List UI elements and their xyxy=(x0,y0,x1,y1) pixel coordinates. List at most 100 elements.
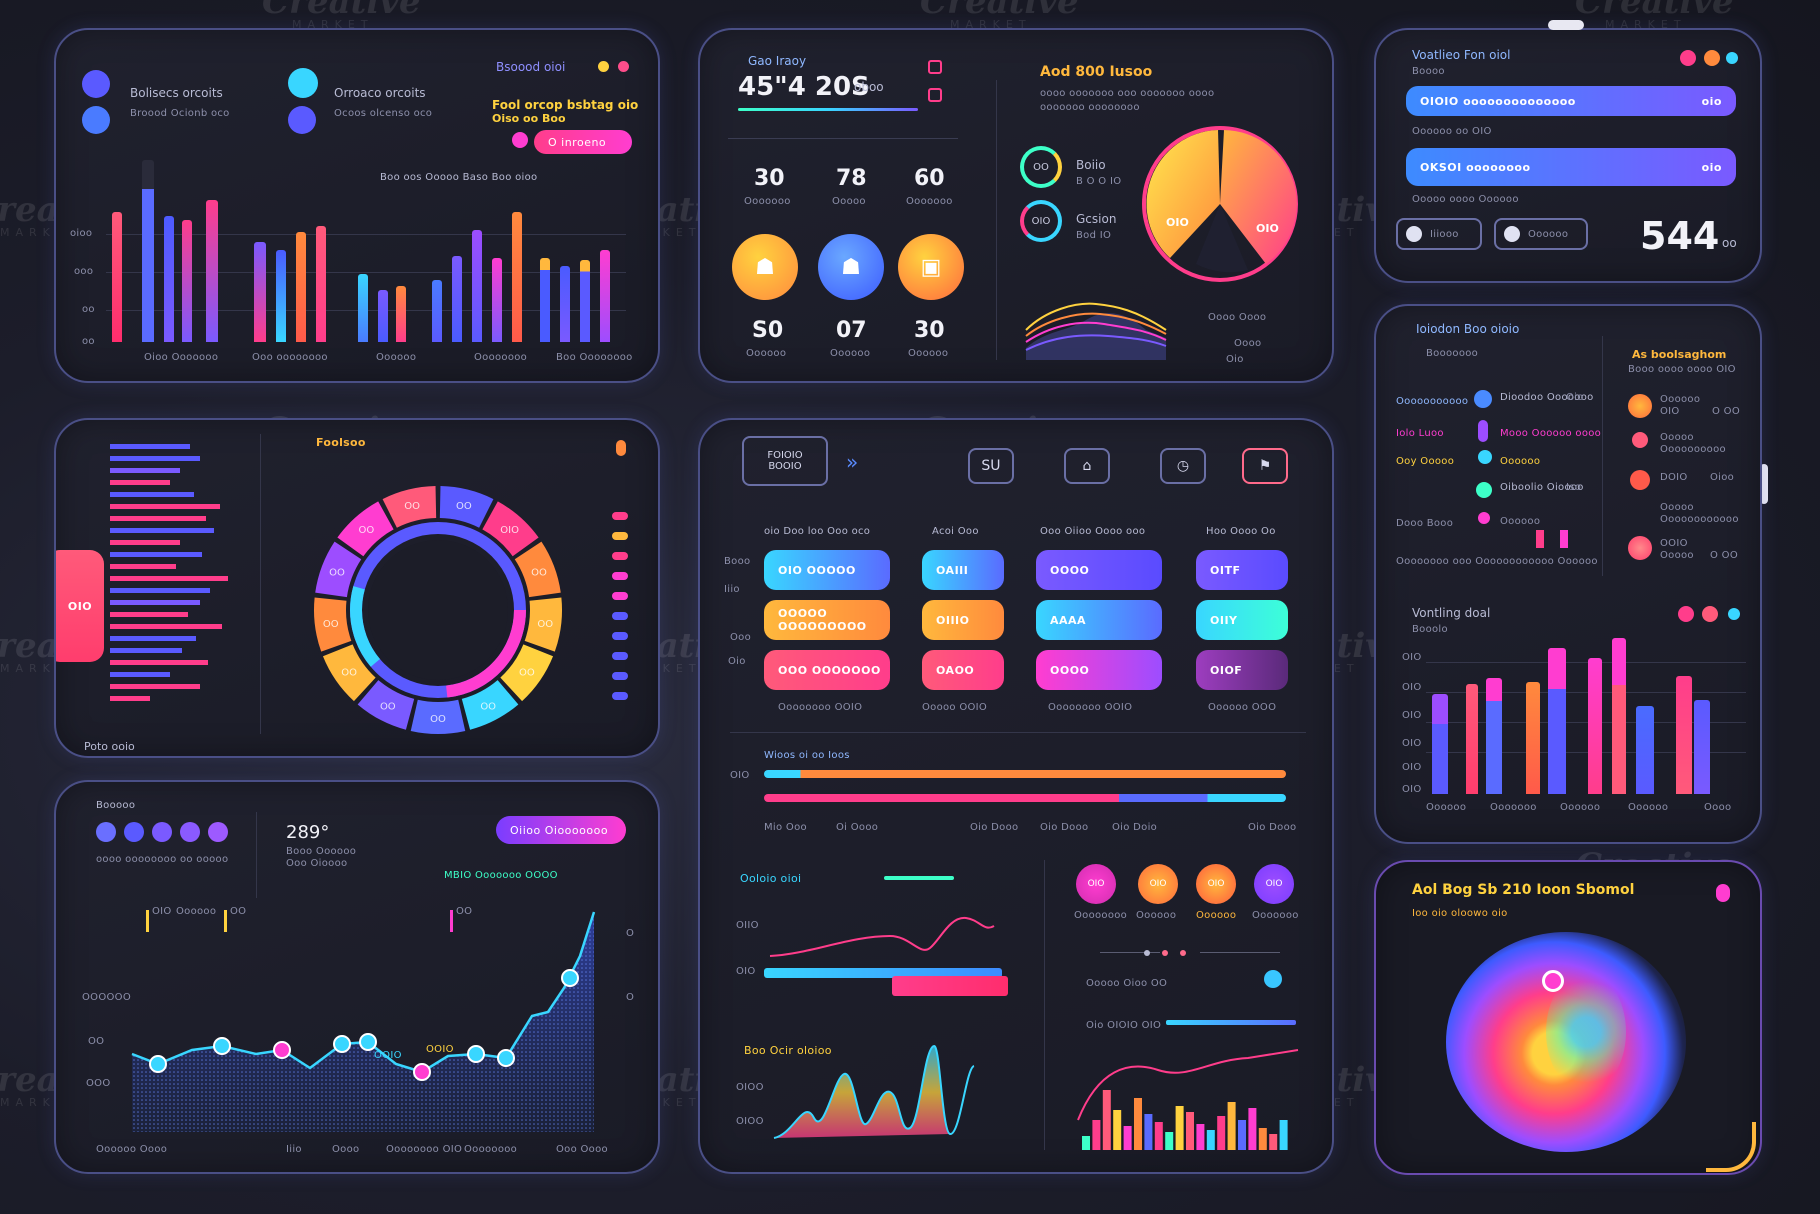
action-button[interactable]: OITF xyxy=(1196,550,1288,590)
axis-label: OIIO xyxy=(736,920,759,931)
avatar xyxy=(82,106,110,134)
scroll-handle[interactable] xyxy=(1548,20,1584,30)
progress-bar[interactable]: OKSOI oooooooo oio xyxy=(1406,148,1736,186)
area-chart-point[interactable] xyxy=(561,969,579,987)
bookmark-icon[interactable] xyxy=(928,60,942,74)
chart-legend: MBIO Ooooooo OOOO xyxy=(444,870,558,881)
action-button[interactable]: OIO OOOOO xyxy=(764,550,890,590)
category-label: Oooooooo xyxy=(1074,910,1128,921)
user-icon[interactable]: ☗ xyxy=(818,234,884,300)
col-header: Hoo Oooo Oo xyxy=(1206,526,1276,537)
action-button[interactable]: OIIY xyxy=(1196,600,1288,640)
user-icon[interactable]: ☗ xyxy=(732,234,798,300)
y-label: ooo xyxy=(74,266,94,277)
category-button[interactable]: OIO xyxy=(1138,864,1178,904)
area-chart-point[interactable] xyxy=(273,1041,291,1059)
progress-bar[interactable]: OIOIO oooooooooooooo oio xyxy=(1406,86,1736,116)
axis-label: OIO xyxy=(736,966,756,977)
area-chart-point[interactable] xyxy=(149,1055,167,1073)
area-chart-point[interactable] xyxy=(413,1063,431,1081)
section-title: Aod 800 Iusoo xyxy=(1040,64,1153,80)
donut-segment-label: OO xyxy=(404,501,420,512)
stat-value: 07 xyxy=(836,318,867,343)
y-label: OIO xyxy=(1402,710,1422,721)
list-item: Ocoos olcenso oco xyxy=(334,108,433,119)
category-button[interactable]: OIO xyxy=(1196,864,1236,904)
promo-title: Fool orcop bsbtag oio xyxy=(492,98,639,112)
category-button[interactable]: OIO xyxy=(1254,864,1294,904)
action-button[interactable]: OOOOO OOOOOOOOO xyxy=(764,600,890,640)
home-icon[interactable]: ⌂ xyxy=(1064,448,1110,484)
donut-segment xyxy=(500,644,554,702)
chart-bar xyxy=(432,280,442,342)
page-dot[interactable] xyxy=(1180,950,1186,956)
filter-button[interactable]: Oiioo Oiooooooo xyxy=(496,816,626,844)
stat-label: Ooooooo xyxy=(906,196,953,207)
filter-dot[interactable] xyxy=(180,822,200,842)
filter-dot[interactable] xyxy=(124,822,144,842)
filter-dot[interactable] xyxy=(96,822,116,842)
area-chart-point[interactable] xyxy=(359,1033,377,1051)
action-button[interactable]: OIOF xyxy=(1196,650,1288,690)
settings-button[interactable]: Oooooo xyxy=(1494,218,1588,250)
y-label: OIO xyxy=(1402,762,1422,773)
status-dot xyxy=(618,61,629,72)
x-label: Oooooooo OIO xyxy=(386,1144,463,1155)
category-button[interactable]: OIO xyxy=(1076,864,1116,904)
chart-subtitle: Boo oos Ooooo Baso Boo oioo xyxy=(380,172,538,183)
nav-logo-box[interactable]: FOIOIO BOOIO xyxy=(742,436,828,486)
list-text: O OO xyxy=(1712,406,1740,417)
area-chart-point[interactable] xyxy=(467,1045,485,1063)
chart-bar xyxy=(472,230,482,342)
x-label: Oio Dooo xyxy=(970,822,1019,833)
table-footer: Oooooooo ooo Oooooooooooo Oooooo xyxy=(1396,556,1598,567)
row-label: Ooo xyxy=(730,632,752,643)
bookmark-icon[interactable] xyxy=(928,88,942,102)
action-button[interactable]: OAIII xyxy=(922,550,1004,590)
promo-button[interactable]: O inroeno xyxy=(534,130,632,154)
filter-dot[interactable] xyxy=(152,822,172,842)
axis-label: OIOO xyxy=(736,1116,764,1127)
list-text: Ooooo xyxy=(1660,550,1694,561)
corner-accent xyxy=(1706,1122,1756,1172)
category-label: Ooooooo xyxy=(1252,910,1299,921)
toggle-dot[interactable] xyxy=(512,132,528,148)
page-dot[interactable] xyxy=(1162,950,1168,956)
area-chart-point[interactable] xyxy=(333,1035,351,1053)
chevron-right-icon[interactable]: » xyxy=(846,450,859,474)
nav-tab[interactable]: SU xyxy=(968,448,1014,484)
list-item: Bolisecs orcoits xyxy=(130,86,223,100)
donut-segment-label: OO xyxy=(430,714,446,725)
bag-icon[interactable]: ▣ xyxy=(898,234,964,300)
chart-bar xyxy=(1636,706,1654,794)
play-button[interactable]: Iiiooo xyxy=(1396,218,1482,250)
clock-icon[interactable]: ◷ xyxy=(1160,448,1206,484)
side-tab[interactable]: OIO xyxy=(56,550,104,662)
stat-value: 78 xyxy=(836,166,867,191)
action-button[interactable]: OAOO xyxy=(922,650,1004,690)
area-chart-point[interactable] xyxy=(213,1037,231,1055)
progress-bar xyxy=(764,770,1286,778)
donut-segment xyxy=(314,597,352,652)
action-button[interactable]: OIIIO xyxy=(922,600,1004,640)
scroll-handle[interactable] xyxy=(1760,464,1768,504)
donut-segment xyxy=(482,501,539,557)
y-label: O xyxy=(626,992,635,1003)
bar-chart xyxy=(1426,632,1746,794)
flag-icon[interactable]: ⚑ xyxy=(1242,448,1288,484)
line-legend: Oooo Oooo xyxy=(1208,312,1267,323)
x-label: Oooooo Oooo xyxy=(96,1144,168,1155)
action-button[interactable]: OOOO xyxy=(1036,550,1162,590)
filter-dot[interactable] xyxy=(208,822,228,842)
status-dot xyxy=(1474,390,1492,408)
page-dot[interactable] xyxy=(1144,950,1150,956)
action-button[interactable]: AAAA xyxy=(1036,600,1162,640)
status-dot xyxy=(1680,50,1696,66)
action-button[interactable]: OOOO xyxy=(1036,650,1162,690)
action-button[interactable]: OOO OOOOOOO xyxy=(764,650,890,690)
marker-label: OIO xyxy=(152,906,172,917)
table-panel: Ioiodon Boo oioio Booooooo As boolsaghom… xyxy=(1374,304,1762,844)
pie-label: OIO xyxy=(1256,222,1279,235)
area-chart-point[interactable] xyxy=(497,1049,515,1067)
